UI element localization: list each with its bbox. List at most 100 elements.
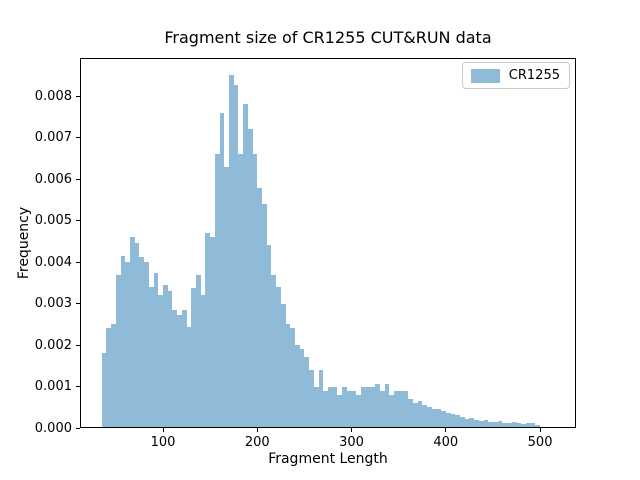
x-tick-mark bbox=[539, 428, 541, 432]
histogram-bar bbox=[511, 422, 517, 428]
histogram-bar bbox=[224, 166, 230, 428]
histogram-bar bbox=[342, 386, 347, 428]
y-tick-mark bbox=[76, 344, 80, 346]
histogram-bar bbox=[313, 386, 319, 428]
histogram-bar bbox=[130, 237, 135, 428]
histogram-bar bbox=[492, 422, 498, 428]
histogram-bar bbox=[101, 353, 107, 428]
y-tick-label: 0.008 bbox=[34, 88, 72, 104]
histogram-bar bbox=[441, 411, 446, 428]
histogram-bar bbox=[464, 419, 470, 428]
histogram-bar bbox=[530, 422, 536, 428]
histogram-bar bbox=[219, 112, 225, 428]
y-tick-mark bbox=[76, 427, 80, 429]
histogram-bar bbox=[148, 286, 154, 428]
histogram-bar bbox=[525, 423, 531, 428]
y-tick-mark bbox=[76, 137, 80, 139]
y-tick-mark bbox=[76, 95, 80, 97]
histogram-bar bbox=[516, 423, 522, 428]
histogram-bar bbox=[309, 369, 314, 428]
y-tick-mark bbox=[76, 261, 80, 263]
histogram-bar bbox=[332, 386, 338, 428]
x-tick-label: 100 bbox=[150, 435, 176, 450]
x-axis-label: Fragment Length bbox=[268, 451, 388, 467]
histogram-bar bbox=[497, 421, 503, 428]
histogram-bar bbox=[238, 154, 244, 428]
y-tick-mark bbox=[76, 303, 80, 305]
histogram-bar bbox=[280, 303, 286, 428]
histogram-bar bbox=[417, 401, 423, 428]
y-tick-label: 0.005 bbox=[34, 213, 72, 229]
histogram-bar bbox=[393, 390, 399, 428]
y-tick-label: 0.002 bbox=[34, 337, 72, 353]
histogram-bar bbox=[233, 84, 239, 428]
y-tick-label: 0.004 bbox=[34, 254, 72, 270]
y-tick-mark bbox=[76, 220, 80, 222]
histogram-bar bbox=[111, 324, 116, 428]
histogram-bar bbox=[398, 390, 404, 428]
histogram-bar bbox=[375, 384, 380, 428]
histogram-bar bbox=[243, 104, 248, 428]
plot-area: 100 200 300 400 500 0.000 0.001 0.002 0.003 0.004… bbox=[35, 58, 576, 450]
histogram-bar bbox=[337, 394, 343, 428]
histogram-bar bbox=[276, 286, 281, 428]
x-tick-mark bbox=[445, 428, 447, 432]
x-tick-mark bbox=[162, 428, 164, 432]
histogram-bar bbox=[502, 422, 508, 428]
histogram-bar bbox=[247, 129, 253, 428]
histogram-bar bbox=[186, 326, 192, 428]
histogram-bar bbox=[483, 420, 489, 428]
histogram-bar bbox=[153, 273, 159, 428]
x-tick-label: 200 bbox=[244, 435, 270, 450]
histogram-bar bbox=[436, 409, 442, 428]
histogram-bar bbox=[346, 390, 352, 428]
y-tick-label: 0.003 bbox=[34, 296, 72, 312]
histogram-bar bbox=[295, 345, 300, 428]
histogram-bar bbox=[389, 394, 394, 428]
histogram-bar bbox=[262, 204, 267, 428]
legend-label: CR1255 bbox=[508, 68, 560, 83]
histogram-bar bbox=[139, 256, 145, 428]
histogram-bar bbox=[266, 245, 272, 428]
histogram-bar bbox=[450, 414, 456, 428]
histogram-bar bbox=[459, 417, 465, 428]
histogram-bar bbox=[478, 420, 484, 428]
histogram-bar bbox=[177, 315, 182, 428]
histogram-bar bbox=[379, 390, 385, 428]
histogram-bar bbox=[328, 386, 333, 428]
x-tick-mark bbox=[256, 428, 258, 432]
chart-title: Fragment size of CR1255 CUT&RUN data bbox=[164, 28, 492, 47]
histogram-bar bbox=[356, 394, 361, 428]
y-tick-label: 0.001 bbox=[34, 379, 72, 395]
histogram-bar bbox=[205, 233, 211, 428]
legend-box: CR1255 bbox=[461, 62, 570, 89]
histogram-bar bbox=[488, 421, 493, 428]
y-tick-label: 0.007 bbox=[34, 130, 72, 146]
histogram-bar bbox=[474, 420, 479, 428]
histogram-bar bbox=[351, 390, 357, 428]
histogram-bar bbox=[445, 412, 451, 428]
histogram-bar bbox=[172, 310, 178, 428]
histogram-bar bbox=[455, 415, 460, 428]
histogram-bar bbox=[158, 295, 164, 428]
histogram-bar bbox=[290, 328, 295, 428]
histogram-bar bbox=[408, 398, 413, 428]
x-tick-mark bbox=[351, 428, 353, 432]
histogram-bar bbox=[191, 288, 197, 428]
histogram-bar bbox=[323, 390, 328, 428]
histogram-bar bbox=[412, 403, 418, 428]
histogram-bar bbox=[469, 417, 475, 428]
histogram-bar bbox=[181, 310, 187, 428]
histogram-bar bbox=[120, 255, 126, 428]
histogram-bar bbox=[507, 423, 512, 428]
histogram-bar bbox=[144, 262, 149, 428]
histogram-bar bbox=[304, 357, 310, 428]
histogram-bar bbox=[370, 386, 376, 428]
histogram-bar bbox=[200, 295, 206, 428]
histogram-bar bbox=[210, 237, 215, 428]
histogram-bar bbox=[426, 407, 432, 428]
histogram-bar bbox=[214, 154, 220, 428]
histogram-bar bbox=[167, 291, 173, 428]
x-tick-label: 300 bbox=[339, 435, 364, 450]
